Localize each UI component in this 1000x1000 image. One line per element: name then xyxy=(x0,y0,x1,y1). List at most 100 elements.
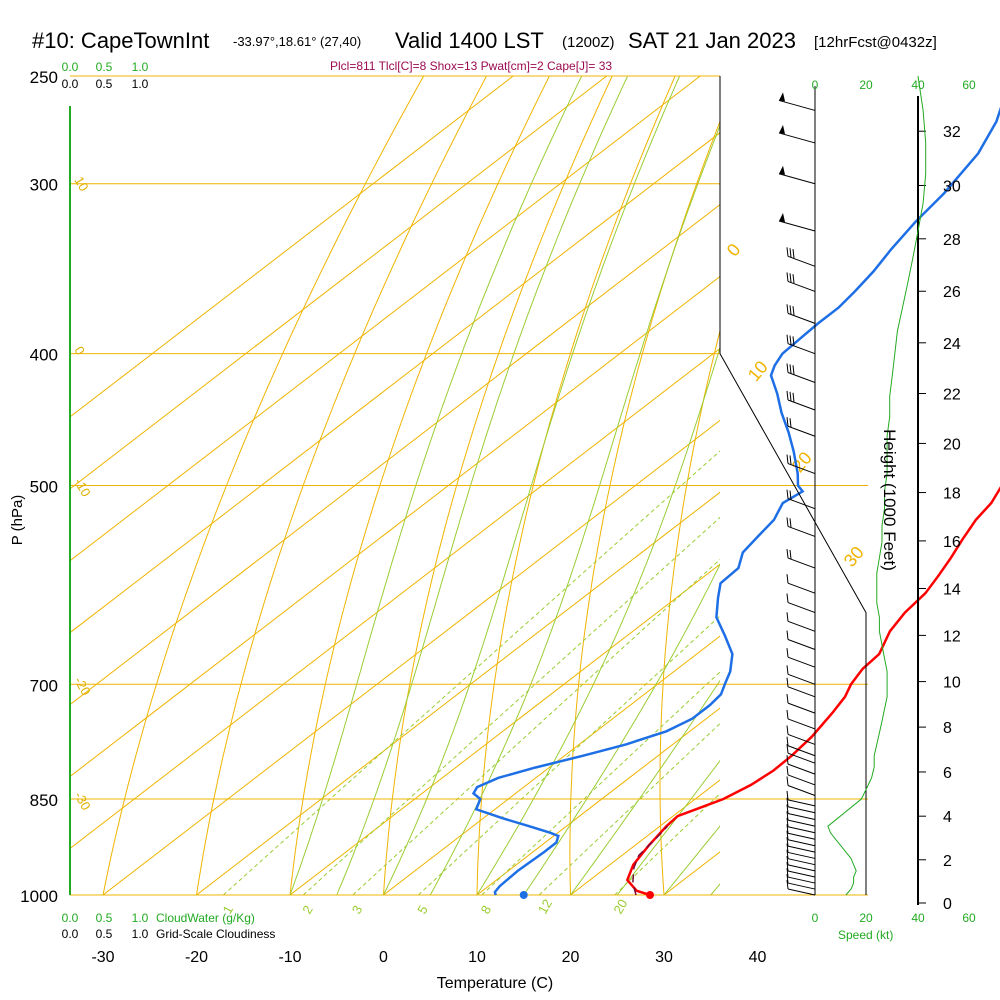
wind-barb-staff xyxy=(787,718,816,730)
cloudwater-label: CloudWater (g/Kg) xyxy=(156,911,255,925)
pressure-tick-label: 500 xyxy=(30,478,58,497)
mixing-ratio-line xyxy=(222,450,720,895)
wind-barb-staff xyxy=(787,639,816,650)
series-line-parcel xyxy=(632,825,669,896)
indices-line: Plcl=811 Tlcl[C]=8 Shox=13 Pwat[cm]=2 Ca… xyxy=(330,59,612,73)
wind-barb-flag xyxy=(786,830,789,840)
mixing-ratio-label: 12 xyxy=(535,896,555,916)
wind-barb-staff xyxy=(787,620,816,632)
wind-barb-flag xyxy=(789,364,792,374)
wind-barb-staff xyxy=(787,372,816,383)
temperature-tick-label: 30 xyxy=(655,949,673,966)
wind-barb-flag xyxy=(792,274,795,284)
wind-barb-staff xyxy=(787,839,816,847)
skew-label: 10 xyxy=(71,174,91,194)
wind-barb-flag xyxy=(786,736,789,746)
height-tick-label: 6 xyxy=(943,765,952,782)
chart-title-date: SAT 21 Jan 2023 xyxy=(628,28,796,53)
wind-barb-flag xyxy=(786,843,789,853)
wind-barb-staff xyxy=(787,832,816,840)
wind-barb-flag xyxy=(786,817,789,827)
wind-barb-flag xyxy=(786,665,789,675)
pressure-tick-label: 400 xyxy=(30,346,58,365)
wind-barb-staff xyxy=(787,785,816,796)
dry-adiabat xyxy=(476,76,676,895)
mixing-ratio-line xyxy=(352,558,720,895)
height-axis-label: Height (1000 Feet) xyxy=(880,429,899,571)
wind-barb-flag xyxy=(789,273,792,283)
wind-barb-flag xyxy=(786,797,789,807)
moist-adiabat xyxy=(336,76,629,895)
wind-barb-flag xyxy=(786,677,789,687)
y-axis-label: P (hPa) xyxy=(9,495,26,546)
wind-barb-flag xyxy=(786,272,789,282)
wind-barb-pennant xyxy=(779,165,785,175)
wind-barb-staff xyxy=(787,858,816,866)
wind-barb-flag xyxy=(786,612,789,622)
mixing-ratio-label: 5 xyxy=(414,903,431,917)
wind-barb-staff xyxy=(787,799,816,807)
chart-title-main: #10: CapeTownInt xyxy=(32,28,209,53)
wind-barb-flag xyxy=(786,247,789,257)
wind-barb-flag xyxy=(786,776,789,786)
wind-barb-staff xyxy=(787,745,816,757)
surface-temperature-marker xyxy=(645,891,654,899)
wind-barb-flag xyxy=(786,709,789,720)
height-tick-label: 2 xyxy=(943,853,952,870)
height-tick-label: 16 xyxy=(943,534,961,551)
wind-barb-flag xyxy=(786,417,789,427)
wind-barbs xyxy=(778,92,816,896)
wind-barb-flag xyxy=(786,879,789,890)
wind-barb-flag xyxy=(789,248,792,258)
isotherm-line xyxy=(476,707,720,895)
temperature-tick-label: 0 xyxy=(379,949,388,966)
dry-adiabat xyxy=(569,120,720,895)
wind-barb-flag xyxy=(786,630,789,640)
wind-barb-flag xyxy=(786,790,789,800)
surface-dewpoint-marker xyxy=(519,891,528,899)
height-tick-label: 32 xyxy=(943,124,961,141)
isotherm-line xyxy=(70,76,514,418)
wind-barb-staff xyxy=(787,870,816,878)
wind-barb-flag xyxy=(786,837,789,847)
cloudiness-tick-bottom: 0.5 xyxy=(96,927,113,941)
wind-barb-staff xyxy=(778,99,816,111)
wind-barb-flag xyxy=(789,305,792,315)
dry-adiabat xyxy=(659,328,720,895)
height-tick-label: 22 xyxy=(943,387,961,404)
wind-barb-staff xyxy=(787,888,816,896)
series-line-temperature xyxy=(625,486,1000,897)
skew-label: -20 xyxy=(71,674,93,698)
wind-barb-flag xyxy=(792,249,795,259)
mixing-ratio-label: 2 xyxy=(299,903,316,917)
wind-barb-flag xyxy=(792,306,795,316)
cloudwater-tick-bottom: 1.0 xyxy=(132,911,149,925)
speed-tick-top: 60 xyxy=(962,78,976,92)
dry-adiabat xyxy=(993,76,1000,895)
chart-title-z: (1200Z) xyxy=(562,34,615,51)
wind-barb-staff xyxy=(787,864,816,872)
wind-barb-flag xyxy=(786,804,789,814)
isotherm-line xyxy=(289,563,720,895)
dry-adiabat xyxy=(102,76,425,895)
wind-barb-flag xyxy=(786,517,789,527)
wind-barb-staff xyxy=(787,806,816,814)
dry-adiabat xyxy=(289,76,550,895)
wind-barb-flag xyxy=(786,489,789,499)
skew-label: 0 xyxy=(71,344,88,358)
cloudwater-tick-top: 0.5 xyxy=(96,60,113,74)
moist-adiabat xyxy=(289,76,583,895)
wind-barb-staff xyxy=(787,876,816,884)
height-tick-label: 18 xyxy=(943,486,961,503)
pressure-tick-label: 300 xyxy=(30,176,58,195)
wind-barb-flag xyxy=(792,365,795,375)
height-tick-label: 30 xyxy=(943,178,961,195)
wind-barb-staff xyxy=(787,686,816,698)
moist-adiabat xyxy=(429,124,720,895)
wind-barb-staff xyxy=(787,280,816,292)
wind-barb-flag xyxy=(786,593,789,603)
skew-label: -30 xyxy=(71,789,93,813)
chart-title-coords: -33.97°,18.61° (27,40) xyxy=(233,34,361,49)
